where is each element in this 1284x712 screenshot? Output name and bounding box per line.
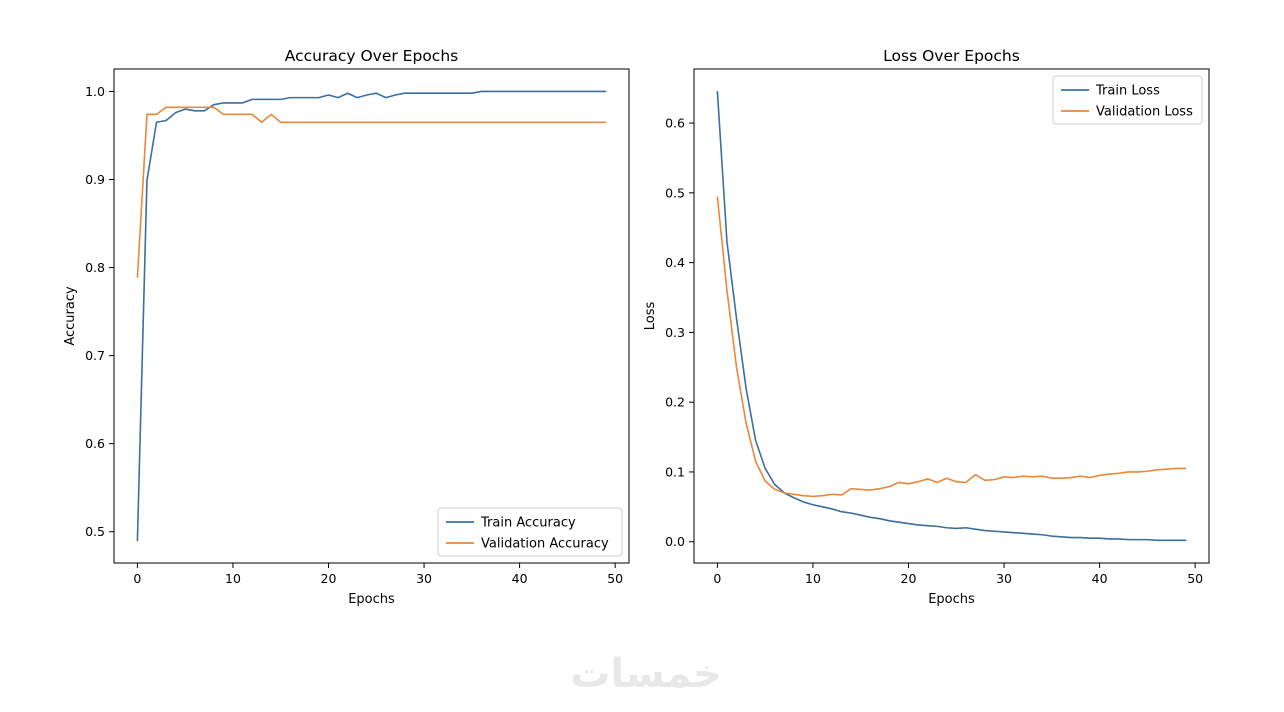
- legend-box: [1052, 75, 1203, 125]
- y-axis-label: Loss: [643, 302, 658, 331]
- y-tick-label: 0.0: [665, 534, 685, 549]
- x-tick-label: 30: [996, 571, 1012, 586]
- series-line-validation-loss: [716, 196, 1187, 498]
- legend-box: [437, 507, 623, 557]
- y-tick-label: 0.9: [85, 172, 105, 187]
- y-tick-label: 0.5: [85, 524, 105, 539]
- y-tick-label: 0.6: [665, 116, 685, 131]
- chart-title: Loss Over Epochs: [883, 47, 1020, 65]
- y-tick-label: 0.5: [665, 185, 685, 200]
- legend-entry-label: Validation Accuracy: [481, 537, 609, 552]
- chart-title: Accuracy Over Epochs: [285, 47, 458, 65]
- x-axis-label: Epochs: [928, 592, 975, 607]
- y-tick-label: 1.0: [85, 84, 105, 99]
- x-tick-label: 10: [225, 571, 241, 586]
- x-tick-label: 40: [1092, 571, 1108, 586]
- y-tick-label: 0.6: [85, 436, 105, 451]
- y-tick-label: 0.8: [85, 260, 105, 275]
- x-tick-label: 20: [901, 571, 917, 586]
- y-tick-label: 0.4: [665, 255, 685, 270]
- x-tick-label: 50: [607, 571, 623, 586]
- y-tick-label: 0.7: [85, 348, 105, 363]
- x-tick-label: 10: [805, 571, 821, 586]
- plot-frame: [693, 68, 1210, 564]
- series-line-train-accuracy: [136, 90, 607, 542]
- chart-2: 0 10 20 30 40 50 0.0 0.1 0.2 0.3 0.4 0.5 0.6 Loss Ove…: [643, 47, 1210, 607]
- legend: Train Accuracy Validation Accuracy: [437, 507, 623, 557]
- legend-entry-label: Validation Loss: [1096, 105, 1193, 120]
- legend-entry-label: Train Loss: [1095, 84, 1160, 99]
- x-tick-label: 20: [321, 571, 337, 586]
- y-axis-label: Accuracy: [63, 286, 78, 346]
- x-tick-label: 0: [133, 571, 141, 586]
- chart-1: 0 10 20 30 40 50 0.5 0.6 0.7 0.8 0.9 1.0 Accuracy Ov…: [63, 47, 630, 607]
- x-tick-label: 30: [416, 571, 432, 586]
- y-tick-label: 0.1: [665, 464, 685, 479]
- x-tick-label: 50: [1187, 571, 1203, 586]
- legend: Train Loss Validation Loss: [1052, 75, 1203, 125]
- x-axis-label: Epochs: [348, 592, 395, 607]
- watermark-logo: خمسات: [570, 651, 722, 697]
- plot-frame: [113, 68, 630, 564]
- y-tick-label: 0.2: [665, 395, 685, 410]
- x-tick-label: 40: [512, 571, 528, 586]
- y-tick-label: 0.3: [665, 325, 685, 340]
- x-tick-label: 0: [713, 571, 721, 586]
- series-line-train-loss: [716, 90, 1187, 542]
- legend-entry-label: Train Accuracy: [480, 516, 576, 531]
- series-line-validation-accuracy: [136, 106, 607, 279]
